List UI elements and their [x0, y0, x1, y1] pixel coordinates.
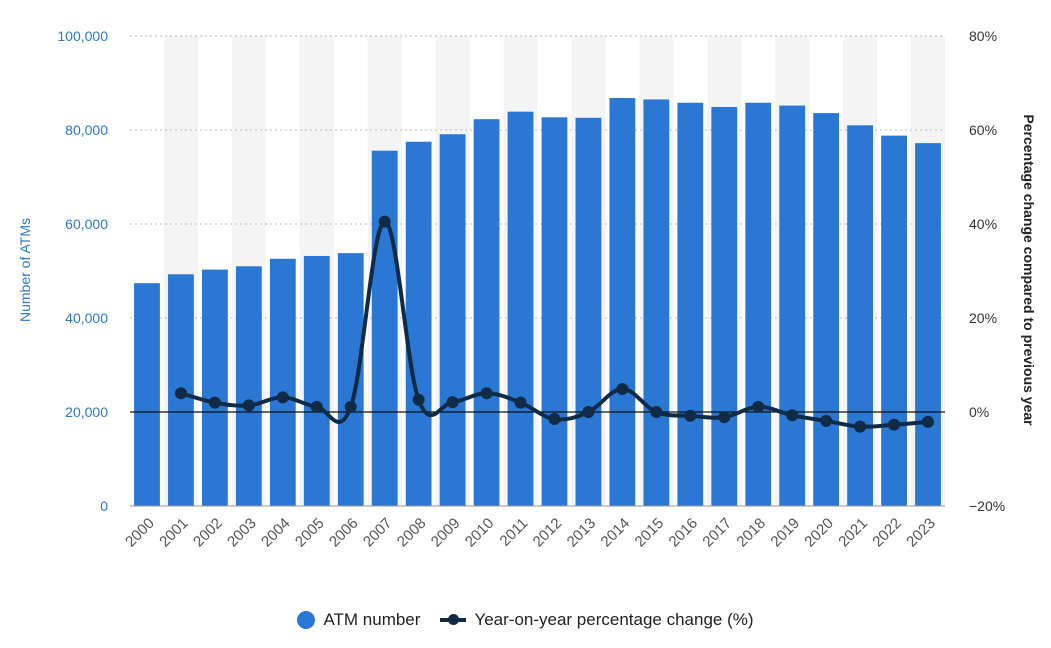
point-2023: [922, 415, 935, 428]
left-tick-label: 80,000: [65, 122, 108, 138]
bar-2002: [201, 269, 228, 506]
bar-2011: [507, 111, 534, 507]
point-2004: [276, 391, 289, 404]
bar-2013: [575, 117, 602, 506]
legend-bar-marker: [297, 611, 316, 629]
legend-label-yoy-change: Year-on-year percentage change (%): [474, 610, 754, 629]
bar-2018: [745, 102, 772, 507]
right-tick-label: 60%: [969, 122, 997, 138]
left-tick-label: 100,000: [57, 28, 108, 44]
point-2018: [752, 400, 765, 413]
x-tick-2020: 2020: [801, 515, 837, 551]
point-2005: [310, 400, 323, 413]
point-2017: [718, 411, 731, 424]
bar-2004: [269, 258, 296, 506]
bar-2019: [779, 105, 806, 506]
point-2019: [786, 409, 799, 422]
legend-item-atm-number[interactable]: ATM number: [297, 610, 420, 630]
right-tick-label: 0%: [969, 404, 989, 420]
legend-line-marker: [440, 614, 467, 625]
point-2001: [174, 387, 187, 400]
x-tick-2004: 2004: [258, 515, 294, 551]
bar-2009: [439, 134, 466, 507]
bar-2016: [677, 102, 704, 507]
x-tick-2005: 2005: [292, 515, 328, 551]
left-tick-label: 20,000: [65, 404, 108, 420]
x-tick-2023: 2023: [903, 515, 939, 551]
left-tick-label: 60,000: [65, 216, 108, 232]
bar-2010: [473, 119, 500, 506]
x-tick-2000: 2000: [122, 515, 158, 551]
x-tick-2007: 2007: [360, 515, 396, 551]
x-tick-2010: 2010: [462, 515, 498, 551]
right-axis-title: Percentage change compared to previous y…: [1021, 114, 1037, 426]
point-2021: [854, 420, 867, 433]
bar-2015: [643, 99, 670, 506]
x-tick-2015: 2015: [632, 515, 668, 551]
bar-2003: [235, 266, 262, 506]
point-2010: [480, 387, 493, 400]
x-tick-2011: 2011: [497, 515, 532, 550]
x-tick-2006: 2006: [326, 515, 362, 551]
bar-2014: [609, 98, 636, 506]
x-axis-ticks: 2000200120022003200420052006200720082009…: [122, 515, 939, 551]
left-axis-title: Number of ATMs: [17, 218, 33, 322]
bar-series: [134, 98, 941, 507]
left-axis-ticks: 0 20,000 40,000 60,000 80,000 100,000: [57, 28, 108, 514]
bar-2022: [881, 135, 907, 506]
right-tick-label: 80%: [969, 28, 997, 44]
point-2022: [888, 418, 901, 431]
line-series: [174, 215, 935, 433]
bar-2017: [711, 106, 738, 506]
x-tick-2002: 2002: [190, 515, 226, 551]
right-tick-label: 20%: [969, 310, 997, 326]
point-2002: [208, 396, 221, 409]
bar-2023: [915, 143, 941, 506]
x-tick-2003: 2003: [224, 515, 260, 551]
x-tick-2008: 2008: [394, 515, 430, 551]
right-tick-label: 40%: [969, 216, 997, 232]
legend-item-yoy-change[interactable]: Year-on-year percentage change (%): [440, 610, 754, 630]
point-2009: [446, 396, 459, 409]
point-2006: [344, 400, 357, 413]
x-tick-2009: 2009: [428, 515, 464, 551]
x-tick-2019: 2019: [767, 515, 803, 551]
x-tick-2018: 2018: [733, 515, 769, 551]
bar-2008: [405, 141, 432, 506]
left-tick-label: 40,000: [65, 310, 108, 326]
point-2008: [412, 393, 425, 406]
point-2014: [616, 382, 629, 395]
point-2020: [820, 414, 833, 427]
point-2013: [582, 406, 595, 418]
right-axis-ticks: −20% 0% 20% 40% 60% 80%: [969, 28, 1005, 514]
point-2012: [548, 413, 561, 426]
x-tick-2013: 2013: [564, 515, 600, 551]
point-2007: [378, 215, 391, 228]
legend: ATM number Year-on-year percentage chang…: [0, 606, 1051, 634]
point-2015: [650, 406, 663, 418]
x-tick-2014: 2014: [598, 515, 634, 551]
bar-2000: [134, 283, 160, 506]
x-tick-2016: 2016: [666, 515, 702, 551]
legend-label-atm-number: ATM number: [323, 610, 421, 629]
x-tick-2001: 2001: [156, 515, 192, 551]
left-tick-label: 0: [100, 498, 108, 514]
right-tick-label: −20%: [969, 498, 1005, 514]
bar-2006: [337, 253, 364, 506]
x-tick-2012: 2012: [530, 515, 566, 551]
bar-2021: [847, 125, 874, 507]
x-tick-2022: 2022: [869, 515, 905, 551]
bar-2012: [541, 117, 568, 506]
x-tick-2021: 2021: [835, 515, 871, 551]
bar-2005: [303, 255, 330, 506]
bar-2020: [813, 113, 840, 506]
point-2011: [514, 396, 527, 409]
point-2003: [242, 399, 255, 412]
x-tick-2017: 2017: [699, 515, 735, 551]
point-2016: [684, 409, 697, 422]
bar-2007: [371, 150, 398, 506]
